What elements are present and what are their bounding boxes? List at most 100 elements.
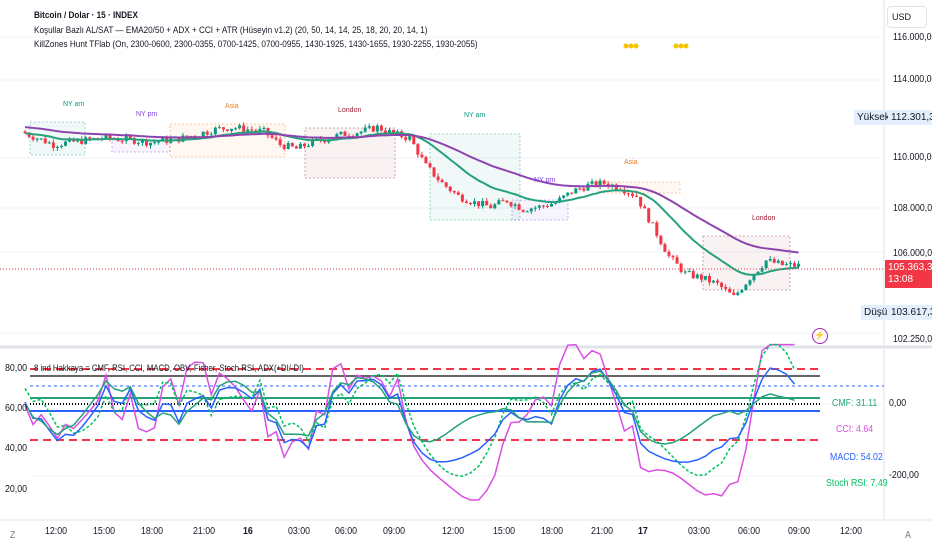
- candle-body: [788, 263, 792, 265]
- candle-body: [659, 235, 663, 245]
- candle-body: [347, 135, 351, 137]
- indicator-legend-ema[interactable]: Koşullar Bazlı AL/SAT — EMA20/50 + ADX +…: [34, 25, 428, 36]
- ema50-line: [24, 126, 799, 254]
- candle-body: [744, 284, 748, 291]
- low-value: 103.617,39: [888, 305, 932, 320]
- candle-body: [728, 288, 732, 293]
- time-label: 18:00: [541, 526, 564, 537]
- candle-body: [740, 290, 744, 293]
- candle-body: [558, 197, 562, 203]
- candle-body: [424, 157, 428, 164]
- candle-body: [460, 194, 464, 202]
- candle-body: [355, 133, 359, 137]
- osc-right-label: 0,00: [889, 398, 907, 409]
- candle-body: [667, 251, 671, 256]
- candle-body: [246, 129, 250, 132]
- candle-body: [489, 205, 493, 209]
- candle-body: [582, 188, 586, 191]
- candle-body: [720, 282, 724, 288]
- candle-body: [736, 292, 740, 295]
- candle-body: [250, 129, 254, 131]
- candle-body: [311, 139, 315, 146]
- candle-body: [493, 204, 497, 209]
- lightning-icon[interactable]: ⚡: [812, 328, 828, 344]
- candle-body: [383, 130, 387, 134]
- price-label: 102.250,00: [893, 334, 932, 345]
- candle-body: [234, 128, 238, 130]
- time-label: 15:00: [493, 526, 516, 537]
- candle-body: [594, 181, 598, 187]
- candle-body: [622, 190, 626, 194]
- oscillator-title[interactable]: 8 ind Hakkaya = CMF, RSI, CCI, MACD, OBV…: [34, 363, 304, 373]
- time-label: 12:00: [45, 526, 68, 537]
- cmf-value: CMF: 31.11: [832, 398, 878, 409]
- candle-body: [545, 206, 549, 208]
- time-label: 21:00: [193, 526, 216, 537]
- candle-body: [663, 244, 667, 252]
- time-label: 06:00: [335, 526, 358, 537]
- candle-body: [768, 259, 772, 261]
- candle-body: [537, 205, 541, 208]
- candle-body: [323, 140, 327, 143]
- candle-body: [217, 127, 221, 129]
- candle-body: [760, 267, 764, 272]
- candle-body: [375, 125, 379, 132]
- candle-body: [679, 263, 683, 272]
- candle-body: [574, 188, 578, 194]
- candle-body: [278, 139, 282, 145]
- candle-body: [639, 196, 643, 207]
- candle-body: [120, 141, 124, 143]
- time-label: 16: [243, 526, 253, 537]
- candle-body: [566, 192, 570, 196]
- killzone-label: NY pm: [136, 111, 158, 118]
- time-label: 21:00: [591, 526, 614, 537]
- candle-body: [501, 200, 505, 202]
- candle-body: [707, 276, 711, 283]
- candle-body: [23, 131, 27, 134]
- candle-body: [262, 127, 266, 129]
- candle-body: [647, 208, 651, 223]
- time-label: 12:00: [840, 526, 863, 537]
- candle-body: [298, 143, 302, 149]
- price-label: 114.000,00: [893, 74, 932, 85]
- candle-body: [55, 146, 59, 148]
- currency-button[interactable]: USD: [887, 6, 927, 28]
- candle-body: [307, 145, 310, 147]
- candle-body: [274, 137, 278, 140]
- candle-body: [533, 207, 537, 209]
- candle-body: [699, 274, 703, 280]
- killzone-label: Asia: [624, 159, 638, 166]
- stoch-rsi-value: Stoch RSI: 7.49: [826, 478, 888, 489]
- candle-body: [456, 192, 460, 195]
- candle-body: [201, 131, 205, 137]
- candle-body: [230, 128, 234, 131]
- time-label: 18:00: [141, 526, 164, 537]
- candle-body: [752, 274, 756, 281]
- candle-body: [509, 202, 513, 206]
- signal-dot: [673, 43, 679, 49]
- candle-body: [448, 186, 452, 192]
- candle-body: [185, 135, 189, 138]
- candle-body: [776, 260, 780, 263]
- candle-body: [140, 139, 144, 143]
- candle-body: [43, 138, 47, 144]
- candle-body: [756, 271, 760, 275]
- candle-body: [797, 263, 801, 267]
- indicator-legend-killzones[interactable]: KillZones Hunt TFlab (On, 2300-0600, 230…: [34, 39, 478, 50]
- killzone-label: NY pm: [534, 177, 556, 184]
- candle-body: [294, 146, 298, 149]
- symbol-title[interactable]: Bitcoin / Dolar · 15 · INDEX: [34, 10, 138, 21]
- candle-body: [578, 188, 582, 190]
- time-label: 17: [638, 526, 648, 537]
- ema20-line: [24, 130, 799, 276]
- bar-countdown: 13:08: [888, 274, 914, 285]
- low-label: Düşük: [861, 305, 896, 320]
- killzone-label: London: [338, 107, 362, 114]
- cmf-line: [24, 370, 795, 445]
- candle-body: [602, 180, 606, 184]
- candle-body: [793, 263, 796, 267]
- auto-scale-button[interactable]: A: [905, 530, 911, 541]
- log-scale-button[interactable]: Z: [10, 530, 16, 541]
